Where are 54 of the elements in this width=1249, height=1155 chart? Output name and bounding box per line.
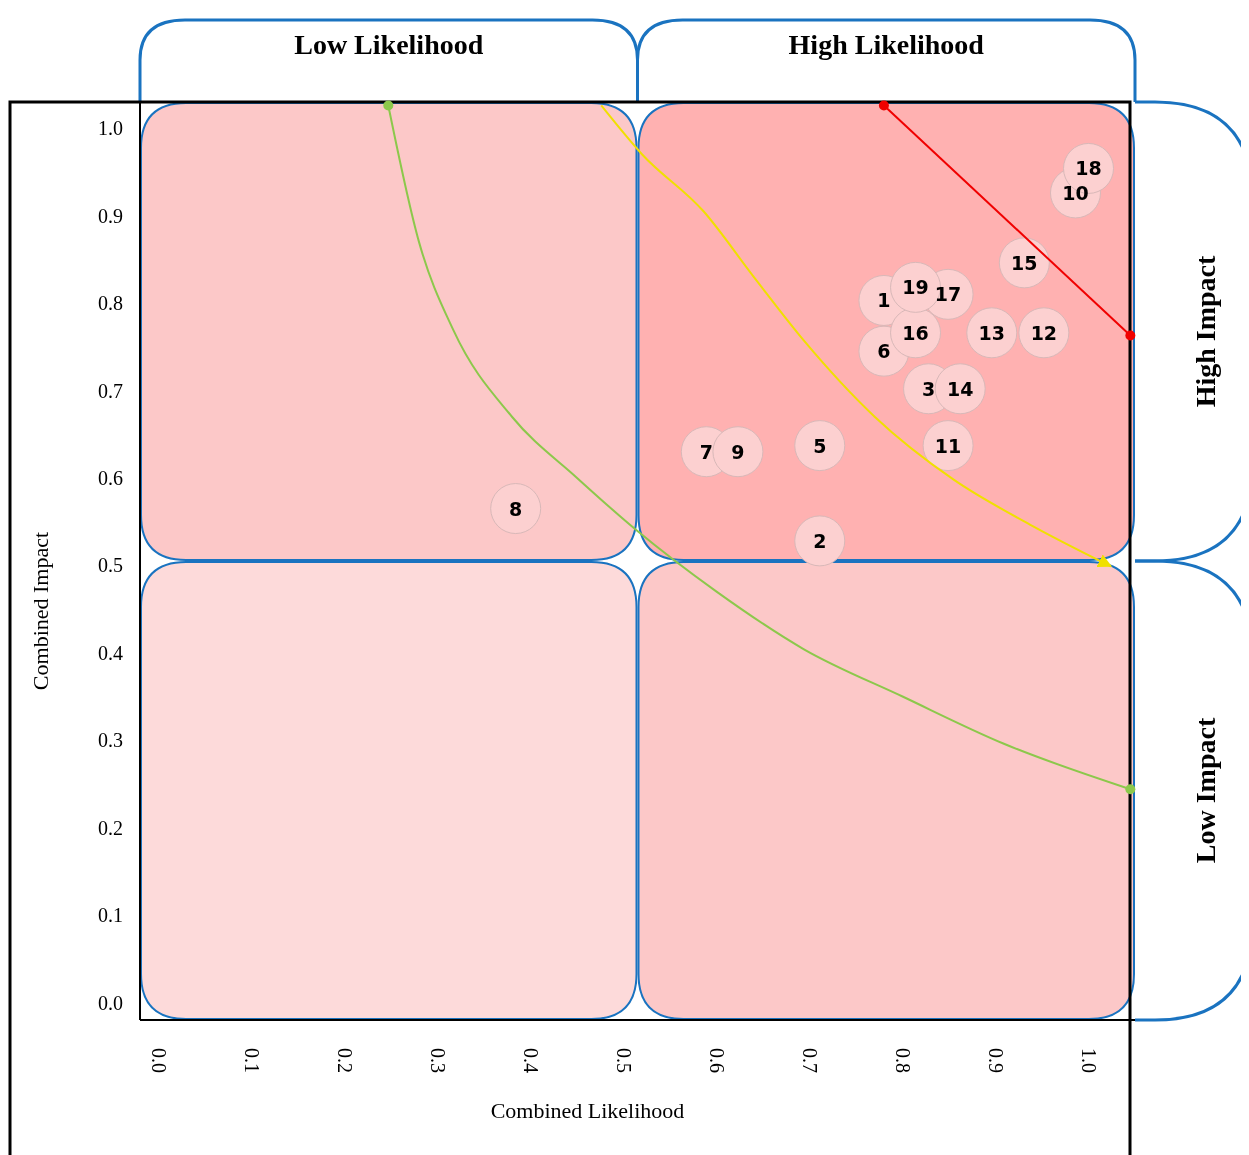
y-tick-label: 0.5 <box>98 554 123 577</box>
y-tick-label: 0.9 <box>98 204 123 227</box>
annotation: 13 <box>978 321 1006 344</box>
point <box>794 420 846 472</box>
point <box>383 100 394 111</box>
x-tick-label: 0.6 <box>705 1048 728 1073</box>
point <box>794 515 846 567</box>
y-tick-label: 0.3 <box>98 729 123 752</box>
y-tick-label: 1.0 <box>98 117 123 140</box>
annotation: 6 <box>877 340 891 363</box>
y-axis-title: Combined Impact <box>28 531 53 691</box>
x-tick-label: 0.9 <box>984 1048 1007 1073</box>
y-tick-label: 0.0 <box>98 991 123 1014</box>
x-tick-label: 0.7 <box>798 1048 821 1073</box>
annotation: 16 <box>902 321 929 344</box>
point <box>1125 330 1136 341</box>
x-axis-title: Combined Likelihood <box>490 1098 685 1123</box>
x-tick-label: 0.1 <box>240 1048 263 1073</box>
point <box>878 100 889 111</box>
annotation: 15 <box>1011 251 1038 274</box>
y-tick-label: 0.4 <box>98 641 123 664</box>
annotation: 1 <box>877 289 891 312</box>
text: Low Likelihood <box>294 29 484 60</box>
annotation: 7 <box>699 440 713 463</box>
y-tick-label: 0.2 <box>98 816 123 839</box>
x-tick-label: 0.5 <box>612 1048 635 1073</box>
x-tick-label: 0.3 <box>426 1048 449 1073</box>
point <box>490 483 542 535</box>
point <box>712 426 764 478</box>
y-tick-label: 0.1 <box>98 904 123 927</box>
y-tick-label: 0.7 <box>98 379 123 402</box>
text: High Likelihood <box>788 29 985 60</box>
annotation: 2 <box>813 529 827 552</box>
x-tick-label: 0.8 <box>891 1048 914 1073</box>
annotation: 10 <box>1062 181 1089 204</box>
x-tick-label: 0.0 <box>147 1048 170 1073</box>
text: Low Impact <box>1190 717 1221 864</box>
annotation: 5 <box>813 434 827 457</box>
annotation: 9 <box>731 440 745 463</box>
annotation: 14 <box>946 377 974 400</box>
annotation: 12 <box>1030 321 1058 344</box>
annotation: 3 <box>921 377 936 400</box>
annotation: 8 <box>509 497 523 520</box>
x-tick-label: 0.4 <box>519 1048 542 1073</box>
point <box>1125 784 1136 795</box>
x-tick-label: 0.2 <box>333 1048 356 1073</box>
annotation: 17 <box>934 283 962 306</box>
y-tick-label: 0.6 <box>98 466 123 489</box>
annotation: 11 <box>934 434 962 457</box>
y-tick-label: 0.8 <box>98 292 123 315</box>
annotation: 19 <box>902 276 929 299</box>
text: High Impact <box>1190 254 1221 408</box>
x-tick-label: 1.0 <box>1077 1048 1100 1073</box>
annotation: 18 <box>1075 157 1102 180</box>
